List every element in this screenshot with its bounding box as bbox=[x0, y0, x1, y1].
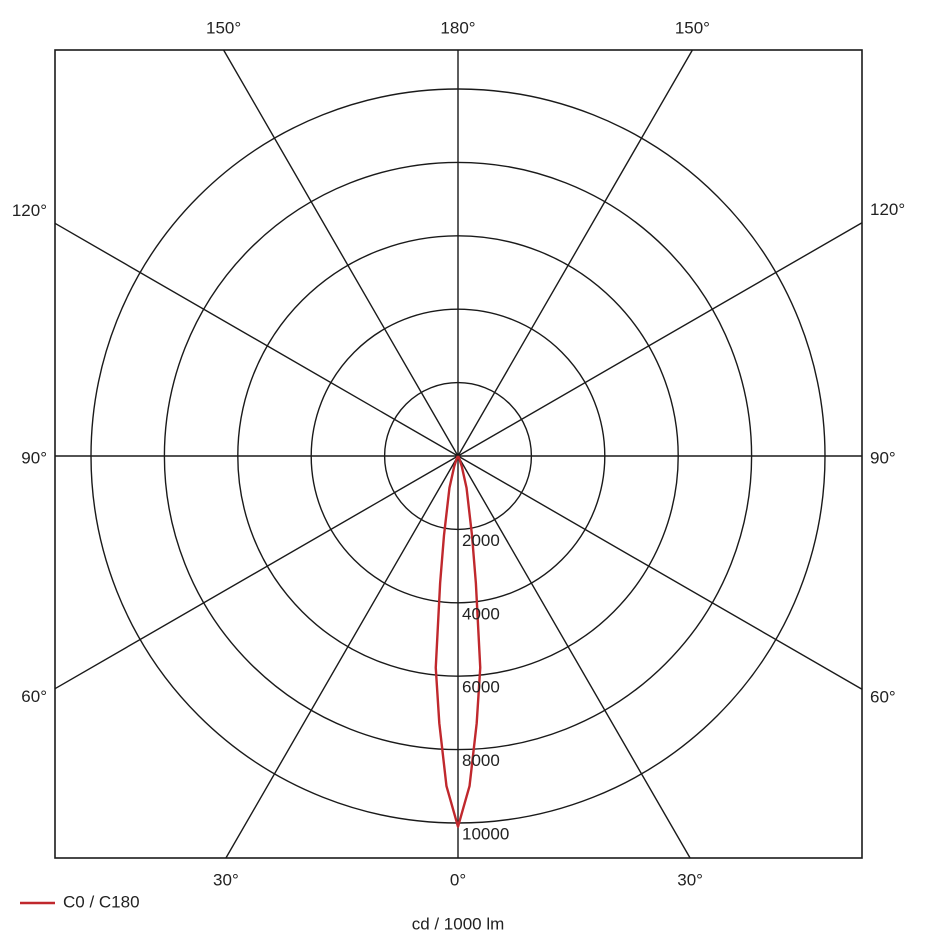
angle-tick-label: 0° bbox=[450, 870, 466, 889]
r-tick-label: 10000 bbox=[462, 824, 509, 843]
intensity-curve bbox=[434, 455, 482, 828]
marks bbox=[434, 455, 482, 828]
angle-tick-label: 60° bbox=[21, 687, 47, 706]
spoke bbox=[222, 49, 459, 457]
r-tick-label: 8000 bbox=[462, 751, 500, 770]
legend-label: C0 / C180 bbox=[63, 892, 140, 911]
angle-tick-label: 60° bbox=[870, 688, 896, 707]
angle-tick-label: 30° bbox=[213, 870, 239, 889]
spoke bbox=[225, 455, 459, 859]
grid bbox=[54, 49, 863, 859]
angle-tick-label: 120° bbox=[12, 201, 47, 220]
spoke bbox=[54, 455, 459, 690]
angle-tick-label: 90° bbox=[21, 448, 47, 467]
angle-tick-label: 120° bbox=[870, 200, 905, 219]
spoke bbox=[457, 455, 691, 859]
r-tick-label: 4000 bbox=[462, 604, 500, 623]
axis-label: cd / 1000 lm bbox=[412, 914, 505, 933]
angle-tick-label: 180° bbox=[440, 18, 475, 37]
spoke bbox=[54, 222, 459, 457]
angle-tick-label: 90° bbox=[870, 448, 896, 467]
spoke bbox=[457, 49, 694, 457]
spoke bbox=[457, 455, 863, 690]
angle-tick-label: 150° bbox=[206, 18, 241, 37]
angle-tick-label: 150° bbox=[675, 18, 710, 37]
r-tick-label: 2000 bbox=[462, 531, 500, 550]
spoke bbox=[457, 222, 863, 457]
angle-tick-label: 30° bbox=[677, 870, 703, 889]
labels: 2000 4000 6000 8000 10000 0° 30° 30° 60° 60° 90° 90… bbox=[12, 18, 905, 911]
r-tick-label: 6000 bbox=[462, 678, 500, 697]
